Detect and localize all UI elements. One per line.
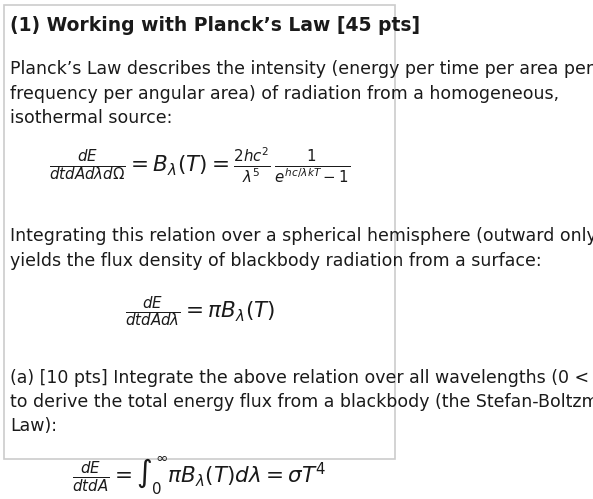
FancyBboxPatch shape [4, 4, 396, 460]
Text: Planck’s Law describes the intensity (energy per time per area per
frequency per: Planck’s Law describes the intensity (en… [10, 60, 593, 127]
Text: $\frac{dE}{dtdAd\lambda d\Omega} = B_{\lambda}(T) = \frac{2hc^2}{\lambda^5}\,\fr: $\frac{dE}{dtdAd\lambda d\Omega} = B_{\l… [49, 146, 350, 185]
Text: (a) [10 pts] Integrate the above relation over all wavelengths (0 < λ < ∞)
to de: (a) [10 pts] Integrate the above relatio… [10, 369, 593, 436]
Text: Integrating this relation over a spherical hemisphere (outward only)
yields the : Integrating this relation over a spheric… [10, 228, 593, 269]
Text: $\frac{dE}{dtdA} = \int_0^{\infty} \pi B_{\lambda}(T)d\lambda = \sigma T^4$: $\frac{dE}{dtdA} = \int_0^{\infty} \pi B… [72, 455, 327, 498]
Text: $\frac{dE}{dtdAd\lambda} = \pi B_{\lambda}(T)$: $\frac{dE}{dtdAd\lambda} = \pi B_{\lambd… [125, 294, 275, 329]
Text: (1) Working with Planck’s Law [45 pts]: (1) Working with Planck’s Law [45 pts] [10, 16, 420, 35]
